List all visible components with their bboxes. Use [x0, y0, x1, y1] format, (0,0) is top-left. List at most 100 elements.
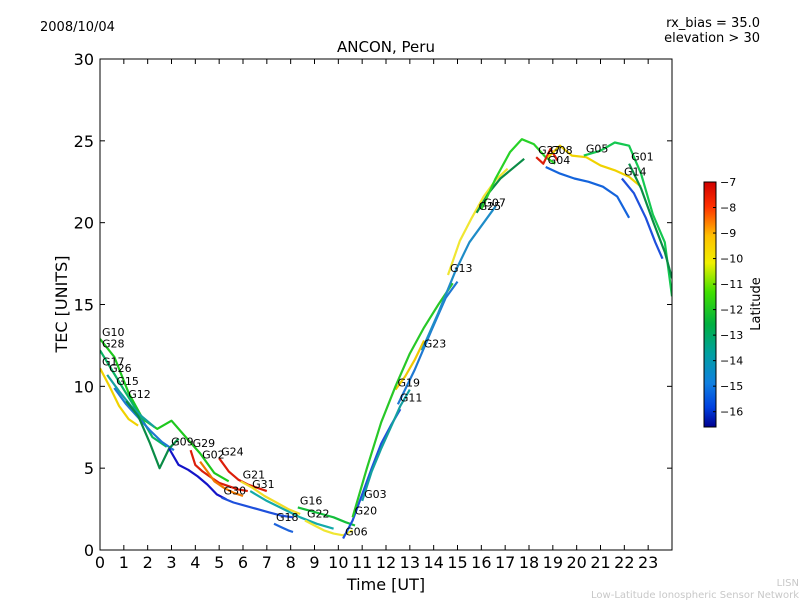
x-tick-label: 9 — [309, 553, 319, 572]
series-label-g06: G06 — [345, 526, 368, 539]
series-line-g28 — [100, 349, 168, 448]
series-label-g30: G30 — [224, 485, 247, 498]
series-label-g26: G26 — [109, 362, 132, 375]
series-line-g02 — [199, 460, 244, 498]
series-line-g19 — [394, 340, 426, 391]
x-tick-label: 22 — [614, 553, 634, 572]
x-tick-label: 15 — [447, 553, 467, 572]
y-tick-label: 15 — [74, 296, 94, 315]
series-label-g24: G24 — [221, 445, 244, 458]
colorbar-tick-label: −16 — [720, 406, 743, 419]
plot-frame — [99, 58, 673, 551]
series-line-g10 — [100, 338, 230, 483]
y-tick-label: 10 — [74, 377, 94, 396]
series-label-g13: G13 — [450, 262, 473, 275]
x-tick-label: 5 — [214, 553, 224, 572]
y-tick-label: 0 — [84, 541, 94, 560]
x-tick-label: 13 — [400, 553, 420, 572]
colorbar-tick-label: −11 — [720, 278, 743, 291]
series-line-g01 — [628, 163, 672, 279]
x-tick-label: 4 — [190, 553, 200, 572]
series-line-g03 — [361, 389, 411, 502]
x-tick-label: 11 — [352, 553, 372, 572]
y-tick-label: 25 — [74, 132, 94, 151]
series-label-g31: G31 — [252, 478, 275, 491]
series-layer — [100, 138, 672, 540]
x-tick-label: 6 — [238, 553, 248, 572]
series-label-g15: G15 — [116, 375, 139, 388]
x-tick-label: 18 — [519, 553, 539, 572]
colorbar-tick-label: −12 — [720, 304, 743, 317]
x-axis-label: Time [UT] — [346, 575, 425, 594]
series-label-g16: G16 — [300, 494, 323, 507]
rx-bias-label: rx_bias = 35.0 — [666, 16, 760, 31]
series-label-g01: G01 — [631, 151, 654, 164]
series-line-g17 — [100, 367, 139, 427]
series-line-g23 — [420, 205, 497, 351]
series-label-g23: G23 — [424, 337, 447, 350]
series-label-g28: G28 — [102, 337, 125, 350]
series-label-g20: G20 — [355, 504, 378, 517]
series-label-g02: G02 — [202, 449, 225, 462]
series-label-g04: G04 — [548, 154, 571, 167]
elevation-label: elevation > 30 — [664, 31, 760, 46]
series-label-g12: G12 — [128, 388, 151, 401]
series-line-g30 — [221, 496, 294, 519]
footer-org-long: Low-Latitude Ionospheric Sensor Network — [591, 590, 799, 600]
series-line-g13 — [446, 167, 509, 276]
y-tick-label: 30 — [74, 50, 94, 69]
x-tick-label: 14 — [423, 553, 443, 572]
series-line-g25 — [475, 157, 525, 214]
x-tick-label: 2 — [143, 553, 153, 572]
series-label-g14: G14 — [624, 165, 647, 178]
colorbar — [703, 181, 717, 428]
series-line-g21 — [240, 480, 301, 516]
colorbar-tick-label: −14 — [720, 355, 743, 368]
series-line-g16 — [297, 506, 356, 527]
footer-org-short: LISN — [777, 578, 799, 589]
series-label-g05: G05 — [586, 143, 609, 156]
x-tick-label: 3 — [166, 553, 176, 572]
series-line-g14 — [621, 177, 664, 260]
series-line-g04 — [545, 166, 631, 219]
series-line-g05 — [583, 141, 672, 297]
series-line-g09 — [168, 447, 227, 501]
series-label-g09: G09 — [171, 436, 194, 449]
colorbar-tick-label: −10 — [720, 253, 743, 266]
series-label-g19: G19 — [398, 377, 421, 390]
series-label-g25: G25 — [479, 200, 502, 213]
series-label-g10: G10 — [102, 326, 125, 339]
series-line-g27 — [535, 147, 559, 165]
chart-title: ANCON, Peru — [337, 38, 435, 56]
colorbar-tick-label: −8 — [720, 202, 736, 215]
colorbar-ticks: −7 −8 −9 −10 −11 −12 −13 −14 −15 −16 — [713, 176, 743, 419]
x-tick-label: 23 — [638, 553, 658, 572]
series-label-g07: G07 — [483, 197, 506, 210]
x-tick-label: 20 — [566, 553, 586, 572]
x-tick-label: 16 — [471, 553, 491, 572]
x-tick-label: 10 — [328, 553, 348, 572]
series-line-g15 — [113, 387, 175, 452]
series-label-g03: G03 — [364, 488, 387, 501]
colorbar-tick-label: −9 — [720, 227, 736, 240]
series-label-g18: G18 — [276, 511, 299, 524]
y-tick-label: 20 — [74, 214, 94, 233]
series-label-g21: G21 — [243, 468, 266, 481]
series-line-g31 — [249, 490, 334, 530]
x-tick-label: 0 — [95, 553, 105, 572]
series-label-g27: G27 — [538, 144, 561, 157]
series-label-g11: G11 — [400, 391, 423, 404]
series-line-g18 — [273, 522, 294, 534]
series-line-g12 — [125, 400, 180, 470]
x-tick-label: 7 — [262, 553, 272, 572]
x-tick-label: 17 — [495, 553, 515, 572]
colorbar-tick-label: −15 — [720, 380, 743, 393]
colorbar-label: Latitude — [749, 277, 764, 331]
x-tick-label: 19 — [543, 553, 563, 572]
series-line-g20 — [351, 282, 454, 518]
series-label-g22: G22 — [307, 508, 330, 521]
y-tick-label: 5 — [84, 459, 94, 478]
colorbar-tick-label: −13 — [720, 329, 743, 342]
series-line-g08 — [547, 144, 642, 188]
